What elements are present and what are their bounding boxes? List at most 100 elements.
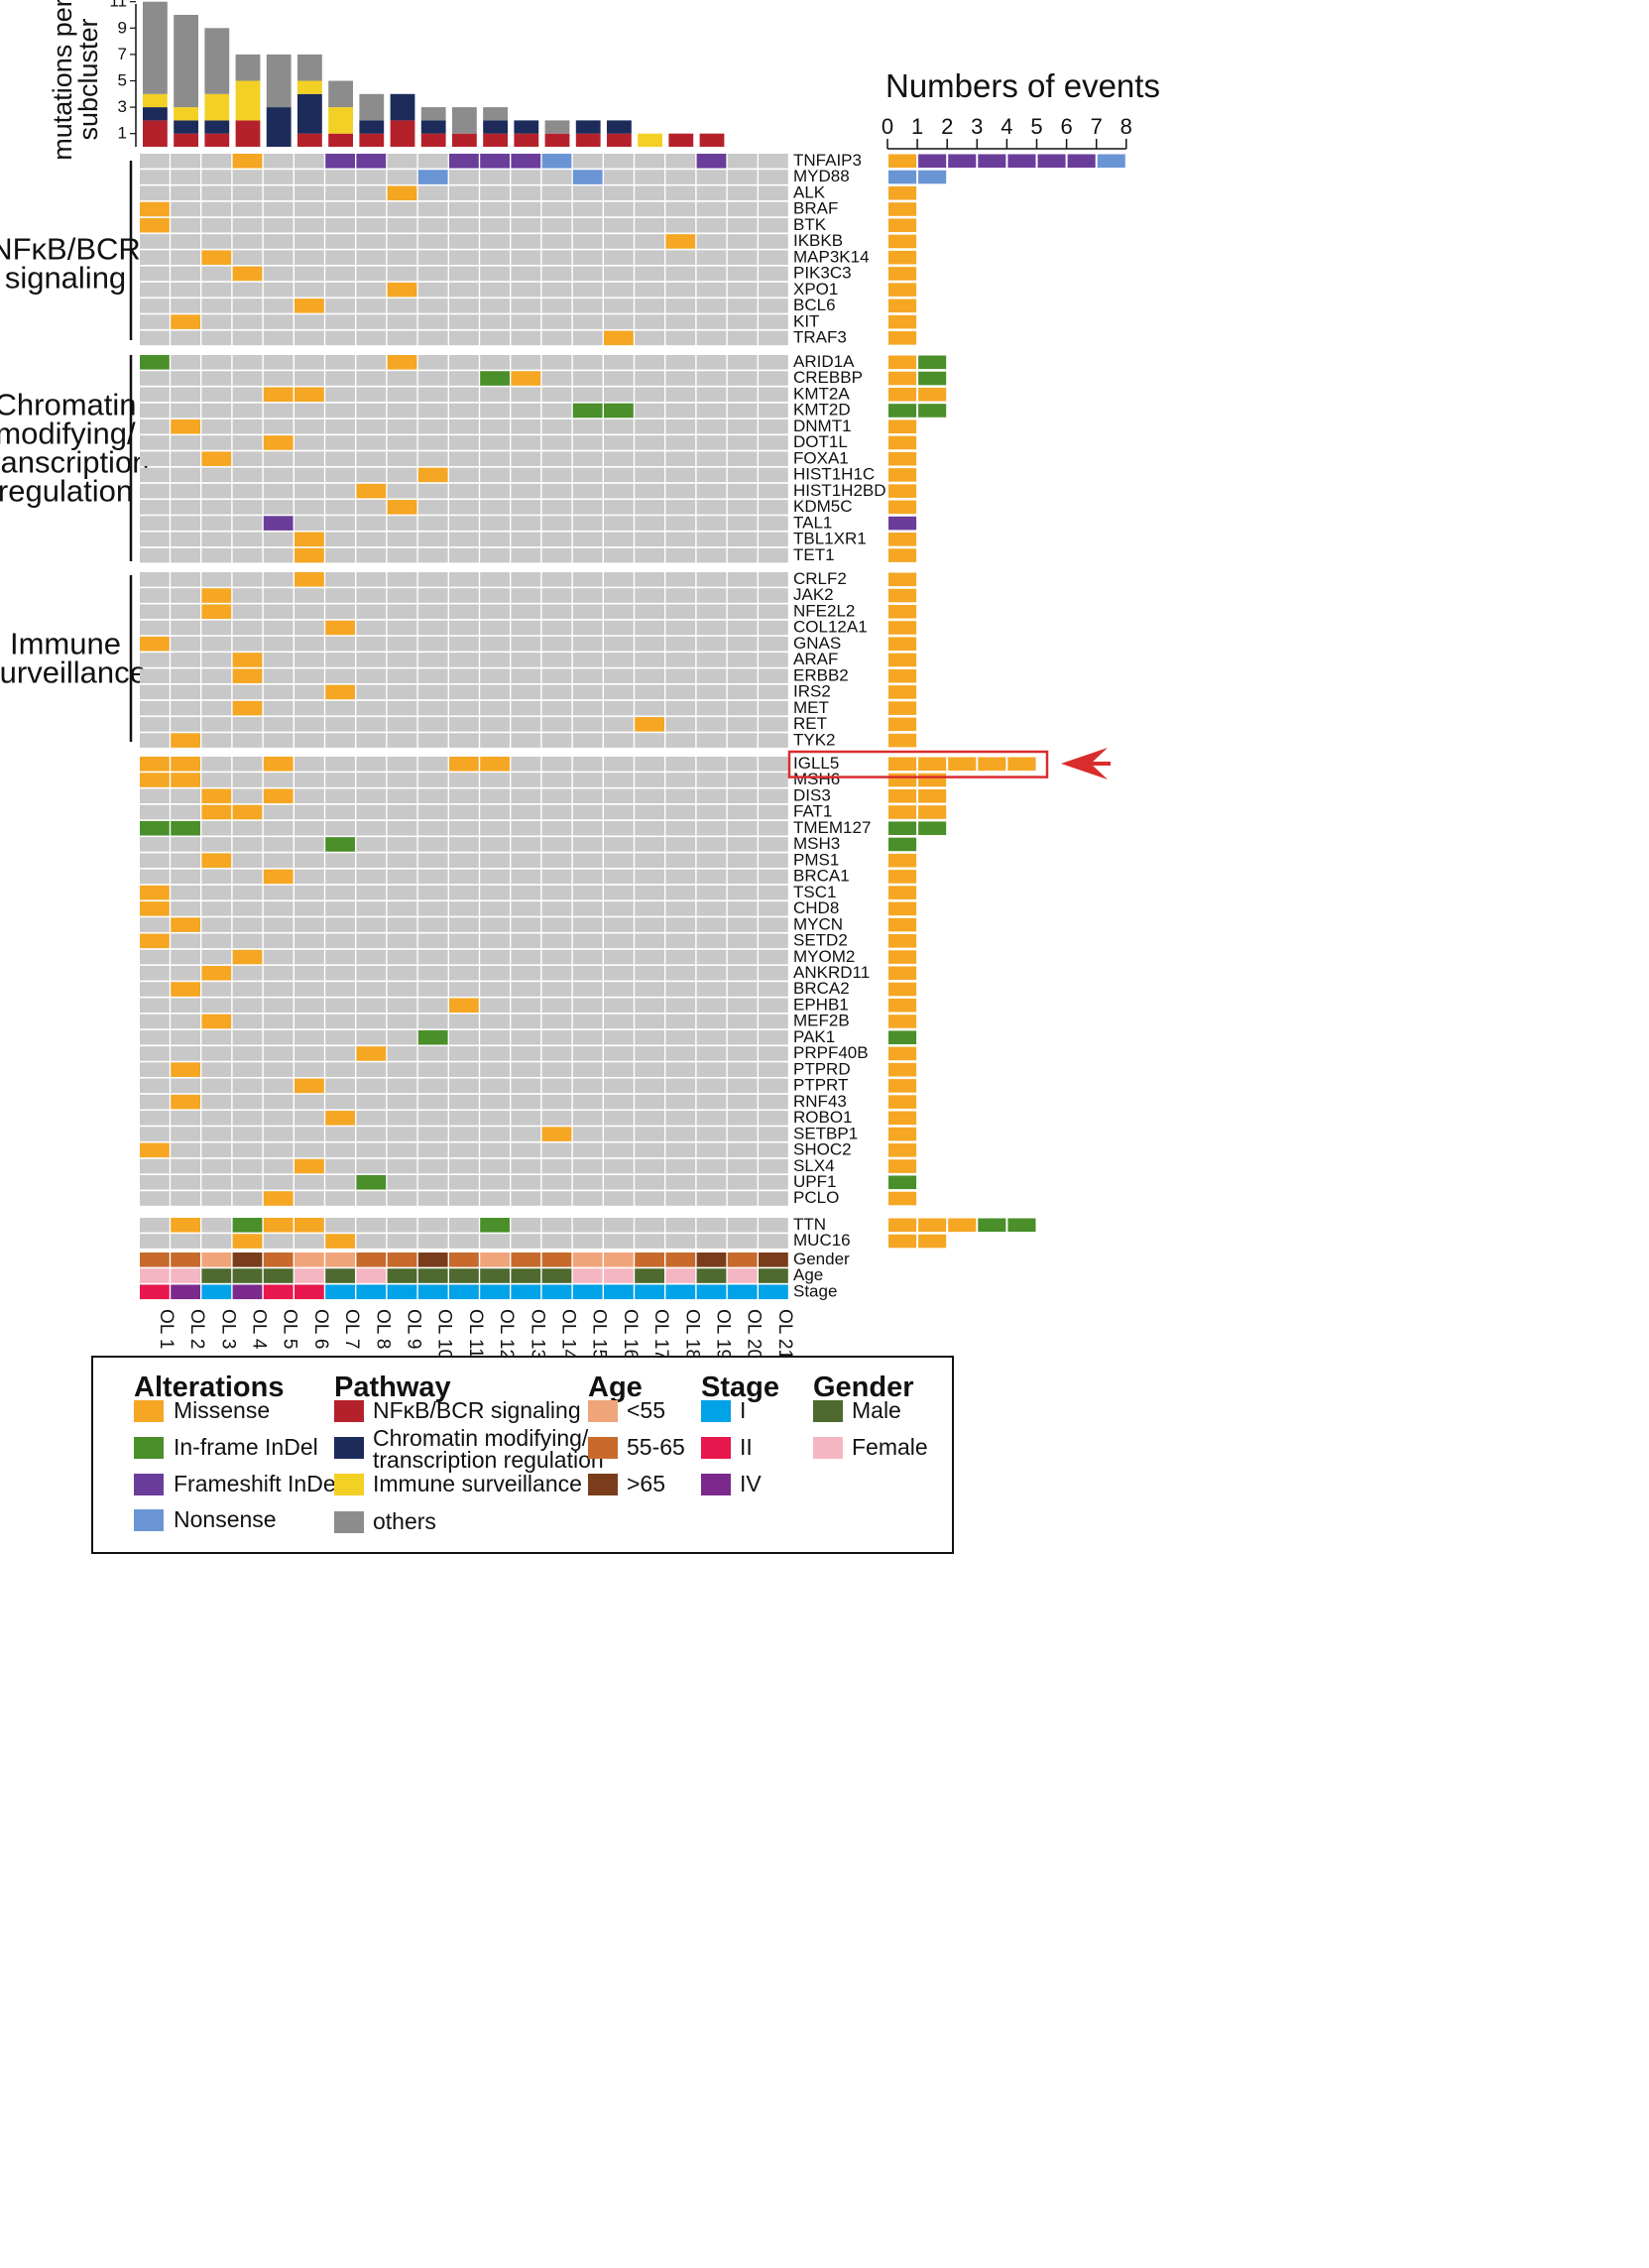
empty-cell [232,933,263,949]
event-bar [888,298,917,313]
empty-cell [759,234,788,249]
empty-cell [727,901,758,916]
empty-cell [356,1094,387,1110]
sample-labels: OL 1 OL 2 OL 3 OL 4 OL 5 OL 6 OL 7 OL 8 OL 9 OL 1… [156,1309,795,1360]
clinical-cell [356,1253,387,1267]
empty-cell [541,467,572,483]
empty-cell [541,451,572,466]
empty-cell [171,355,200,370]
empty-cell [140,869,170,885]
gene-label: FOXA1 [793,448,849,467]
empty-cell [387,1174,417,1190]
event-bar [888,637,917,652]
gene-label: UPF1 [793,1172,836,1191]
empty-cell [696,314,727,329]
empty-cell [356,516,387,531]
mutation-cell [171,982,200,997]
empty-cell [727,217,758,233]
mutation-cell [356,1046,387,1061]
mutation-cell [604,330,634,346]
mutation-cell [449,998,479,1014]
empty-cell [417,403,448,418]
bar-segment [544,133,570,147]
empty-cell [541,700,572,716]
empty-cell [356,282,387,298]
empty-cell [356,467,387,483]
empty-cell [635,1111,664,1126]
legend-title: Alterations [134,1372,284,1403]
empty-cell [604,170,634,184]
empty-cell [759,588,788,603]
mutation-cell [201,588,232,603]
empty-cell [140,282,170,298]
clinical-cell [294,1268,324,1283]
empty-cell [696,949,727,965]
empty-cell [201,1191,232,1206]
empty-cell [417,217,448,233]
empty-cell [511,853,541,868]
empty-cell [604,314,634,329]
gene-label: TYK2 [793,730,836,749]
empty-cell [511,532,541,547]
empty-cell [449,1094,479,1110]
empty-cell [356,717,387,732]
empty-cell [727,1062,758,1077]
empty-cell [232,1158,263,1174]
empty-cell [201,773,232,787]
event-bar [918,387,947,402]
empty-cell [449,1174,479,1190]
empty-cell [263,1234,294,1249]
empty-cell [759,901,788,916]
empty-cell [727,949,758,965]
empty-cell [232,1062,263,1077]
empty-cell [449,483,479,499]
empty-cell [572,804,603,820]
bar-segment [328,80,353,108]
gene-label: TMEM127 [793,818,871,837]
empty-cell [696,653,727,667]
legend-item: 55-65 [627,1434,685,1460]
section-label: Immune [10,627,121,661]
empty-cell [140,435,170,450]
empty-cell [604,1218,634,1233]
event-bar [1097,154,1125,169]
empty-cell [417,387,448,403]
empty-cell [294,773,324,787]
gene-label: MYOM2 [793,947,855,966]
event-bar [888,435,917,450]
empty-cell [356,668,387,683]
empty-cell [541,1142,572,1158]
empty-cell [171,532,200,547]
empty-cell [665,451,696,466]
empty-cell [356,234,387,249]
empty-cell [727,604,758,620]
empty-cell [635,282,664,298]
legend-item: Male [852,1397,901,1423]
empty-cell [232,403,263,418]
empty-cell [572,1218,603,1233]
empty-cell [480,1014,510,1029]
empty-cell [759,314,788,329]
empty-cell [511,869,541,885]
empty-cell [294,1174,324,1190]
empty-cell [201,1174,232,1190]
empty-cell [449,804,479,820]
empty-cell [387,1158,417,1174]
empty-cell [572,298,603,313]
legend-swatch [813,1400,843,1422]
empty-cell [696,483,727,499]
empty-cell [417,266,448,282]
empty-cell [480,668,510,683]
empty-cell [665,965,696,981]
empty-cell [232,355,263,370]
empty-cell [232,636,263,652]
empty-cell [263,467,294,483]
empty-cell [417,435,448,450]
empty-cell [263,820,294,836]
empty-cell [572,532,603,547]
mutation-cell [232,653,263,667]
bar-segment [514,120,539,134]
mutation-cell [294,572,324,587]
empty-cell [325,355,355,370]
legend-item: Nonsense [174,1506,277,1532]
